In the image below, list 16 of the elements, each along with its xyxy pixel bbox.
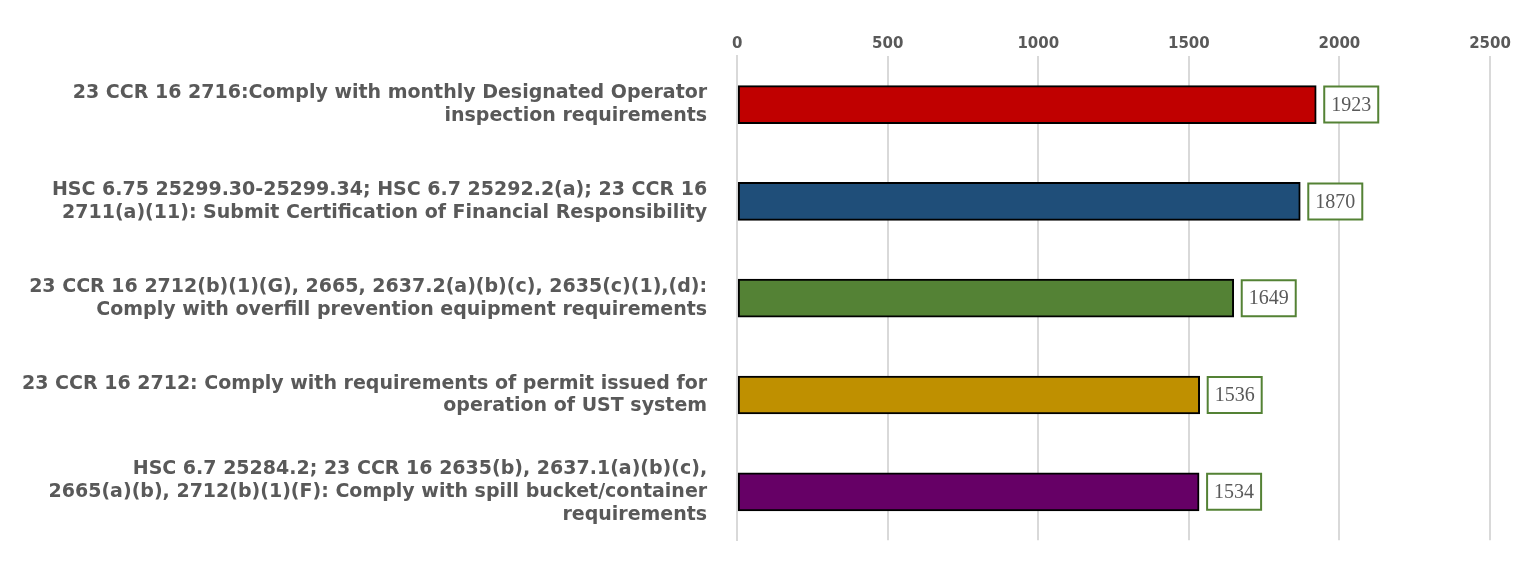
x-tick-label: 1500 (1167, 34, 1210, 53)
x-tick-label: 1000 (1017, 34, 1060, 53)
data-label: 1923 (1331, 92, 1372, 115)
x-tick-label: 2500 (1469, 34, 1511, 53)
x-tick-label: 2000 (1318, 34, 1361, 53)
data-label: 1870 (1315, 189, 1356, 212)
y-tick-label: 23 CCR 16 2716:Comply with monthly Designated Operator inspection requirements (72, 80, 708, 125)
data-label: 1649 (1248, 286, 1289, 309)
y-tick-label: 23 CCR 16 2712(b)(1)(G), 2665, 2637.2(a)(b)(c), 2635(c)(1),(d): Comply with overfill prevention equipment requirements (29, 273, 708, 319)
data-label: 1536 (1214, 383, 1255, 406)
y-tick-label: HSC 6.75 25299.30-25299.34; HSC 6.7 25292.2(a); 23 CCR 16 2711(a)(11): Submit Certification of Financial Responsibility (51, 176, 708, 222)
data-label: 1534 (1214, 480, 1255, 503)
x-tick-label: 0 (731, 34, 743, 53)
y-tick-label: HSC 6.7 25284.2; 23 CCR 16 2635(b), 2637.1(a)(b)(c), 2665(a)(b), 2712(b)(1)(F): Comply with spill bucket/container requirements (48, 455, 708, 524)
x-tick-label: 500 (872, 34, 904, 53)
y-tick-label: 23 CCR 16 2712: Comply with requirements of permit issued for operation of UST system (21, 370, 708, 416)
